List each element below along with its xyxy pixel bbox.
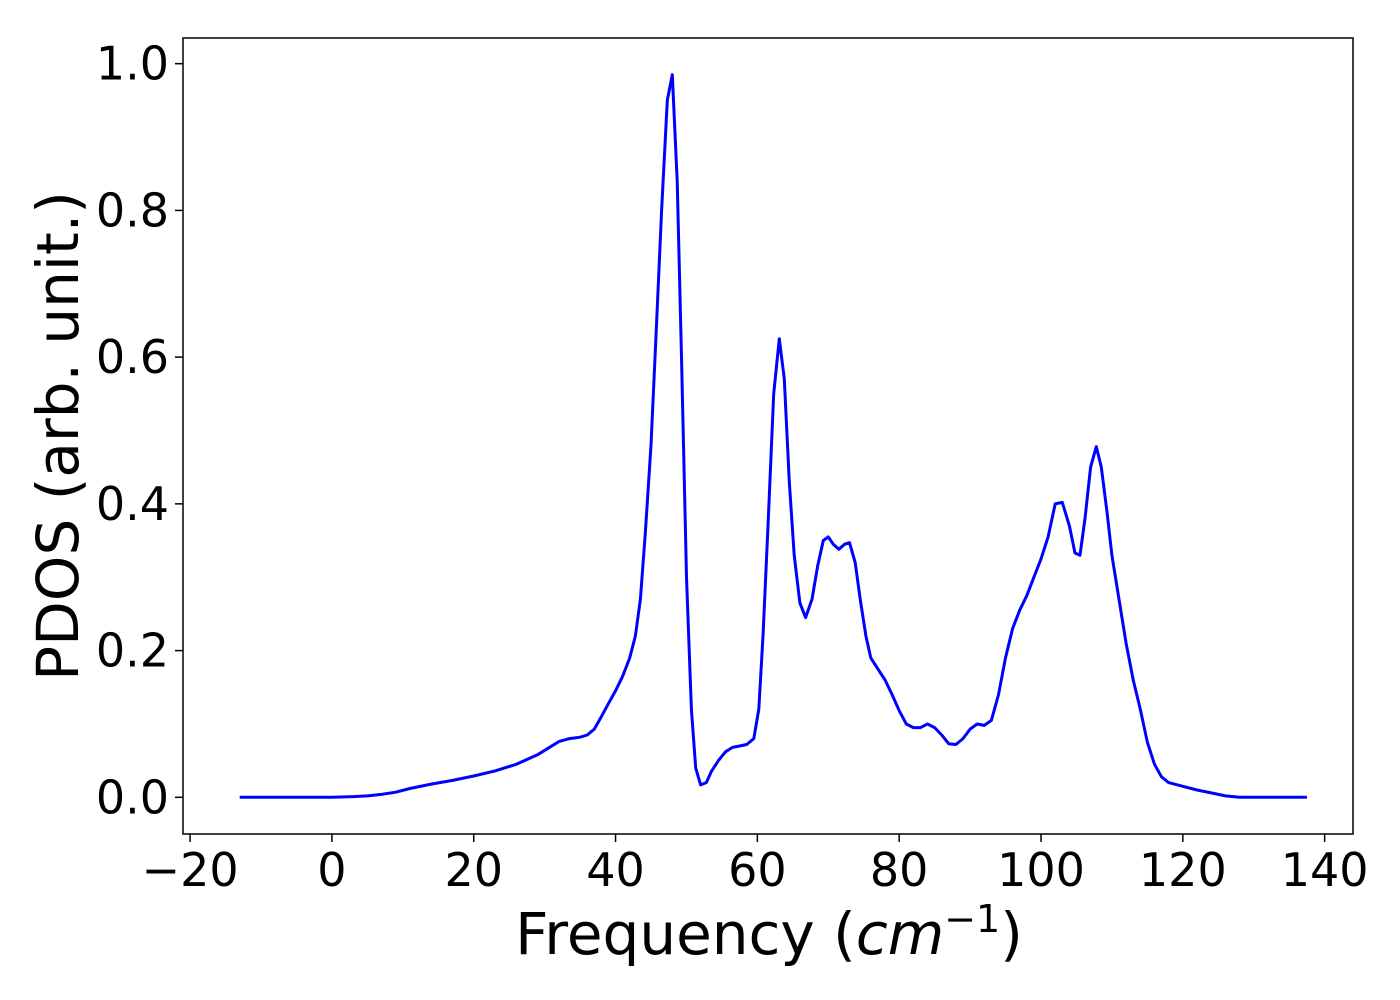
plot-frame [182,37,1354,835]
x-axis-label: Frequency (cm−1) [515,897,1023,968]
y-tick-label: 1.0 [96,37,169,91]
x-tick-label: 120 [1139,843,1227,897]
x-tick-label: 20 [444,843,503,897]
y-axis-label: PDOS (arb. unit.) [24,191,92,681]
y-tick-label: 0.8 [96,183,169,237]
x-tick-label: 80 [870,843,929,897]
y-tick-label: 0.4 [96,477,169,531]
y-tick-label: 0.2 [96,624,169,678]
x-tick-label: 60 [728,843,787,897]
y-tick-label: 0.6 [96,330,169,384]
x-axis-ticks: −20 0 20 40 60 80 100 120 140 [142,834,1369,897]
series-line-0 [239,73,1307,799]
plot-area [182,37,1354,835]
x-tick-label: 140 [1281,843,1369,897]
x-tick-label: −20 [142,843,239,897]
x-tick-label: 0 [317,843,346,897]
x-tick-label: 100 [997,843,1085,897]
x-tick-label: 40 [586,843,645,897]
y-axis-ticks: 0.0 0.2 0.4 0.6 0.8 1.0 [96,37,183,824]
y-tick-label: 0.0 [96,770,169,824]
